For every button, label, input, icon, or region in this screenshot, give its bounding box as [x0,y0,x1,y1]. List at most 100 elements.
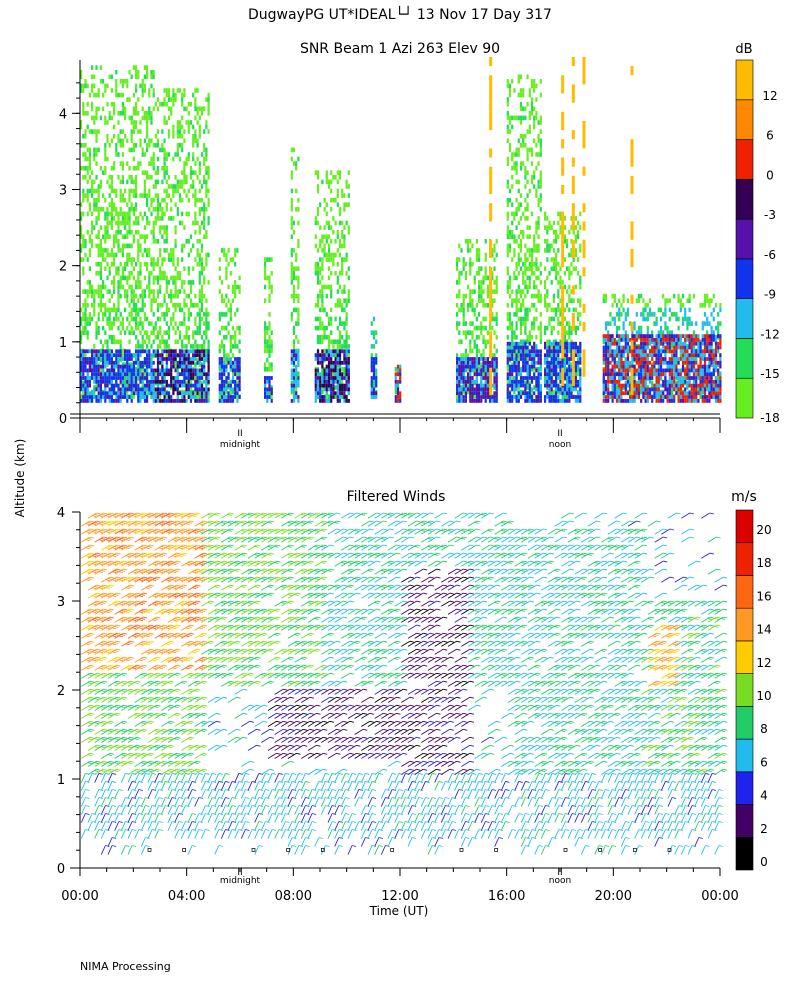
wind-barb [714,744,728,751]
wind-barb [701,632,715,639]
wind-barb [581,760,595,767]
wind-colorbar-label: 14 [756,623,771,637]
wind-barb [247,608,261,615]
wind-barb [254,805,263,815]
wind-barb [207,552,221,559]
wind-barb [114,616,128,623]
wind-colorbar-segment [735,673,754,707]
snr-spike-cell [630,367,634,377]
wind-barb [107,789,117,799]
wind-barb [167,608,181,615]
wind-barb [254,552,268,559]
wind-barb [274,744,288,751]
wind-barb [627,688,641,695]
wind-barb [574,712,588,719]
wind-barb [667,789,677,799]
wind-barb [94,592,108,599]
wind-barb [167,632,181,639]
wind-barb [181,688,195,695]
snr-spike-cell [489,312,493,323]
wind-barb [134,552,148,559]
snr-spike-cell [489,166,493,176]
wind-barb [261,592,275,599]
wind-barb [321,632,335,639]
wind-barb [227,780,237,791]
wind-barb [481,512,495,519]
wind-barb [281,760,295,767]
snr-y-tick-label: 1 [59,336,67,351]
wind-barb [294,640,308,647]
wind-barb [461,680,475,687]
wind-barb [254,672,268,679]
wind-barb [114,789,123,799]
wind-barb [547,837,557,847]
wind-barb [661,576,675,583]
wind-barb [81,608,95,615]
wind-barb [181,720,195,727]
wind-barb [214,576,228,583]
snr-spike-cell [561,303,565,313]
wind-barb [147,805,157,815]
wind-barb [227,696,241,703]
snr-spike-cell [561,331,565,341]
wind-barb [587,520,601,527]
wind-barb [147,712,161,719]
wind-barb [687,616,701,623]
wind-barb [161,632,175,639]
wind-barb [461,760,475,767]
wind-barb [201,576,215,583]
snr-spike-cell [561,349,565,359]
wind-barb [227,640,241,647]
wind-barb [274,789,283,799]
wind-barb [221,512,235,519]
wind-barb [107,837,117,847]
wind-barb [601,720,615,727]
wind-barb [280,797,290,807]
wind-barb [267,829,277,839]
wind-barb [634,680,648,687]
wind-barb [154,805,163,815]
wind-barb [147,520,161,527]
wind-barb [181,656,195,663]
wind-barb [614,584,628,591]
wind-barb [161,528,175,535]
wind-barb [127,688,141,695]
wind-barb [227,821,237,831]
wind-barb [634,592,648,599]
wind-barb [101,752,115,759]
wind-barb [281,712,295,719]
wind-barb [241,656,255,663]
wind-barb [200,829,210,839]
wind-barb [181,512,195,519]
wind-barb [201,600,215,607]
wind-barb [287,648,301,655]
wind-barb [687,640,701,647]
wind-barb [141,760,155,767]
wind-barb [101,696,115,703]
wind-barb [280,821,290,831]
wind-barb [394,648,408,655]
wind-barb [454,688,468,695]
wind-barb [181,528,195,535]
wind-barb [361,632,375,639]
wind-barb [687,560,701,567]
snr-spike-cell [571,84,575,94]
wind-barb [287,829,297,839]
wind-barb [274,752,288,759]
wind-barb [254,789,263,799]
wind-barbs [80,512,728,855]
wind-barb [214,813,223,823]
wind-barb [567,680,581,687]
wind-barb [127,576,141,583]
wind-barb [667,712,681,719]
wind-barb [427,568,441,575]
wind-barb [81,704,95,711]
wind-barb [434,680,448,687]
wind-barb [634,845,643,855]
wind-barb [387,712,401,719]
snr-spike-cell [561,84,565,94]
wind-barb [254,536,268,543]
wind-barb [161,744,175,751]
wind-barb [547,608,561,615]
wind-barb [140,837,150,847]
